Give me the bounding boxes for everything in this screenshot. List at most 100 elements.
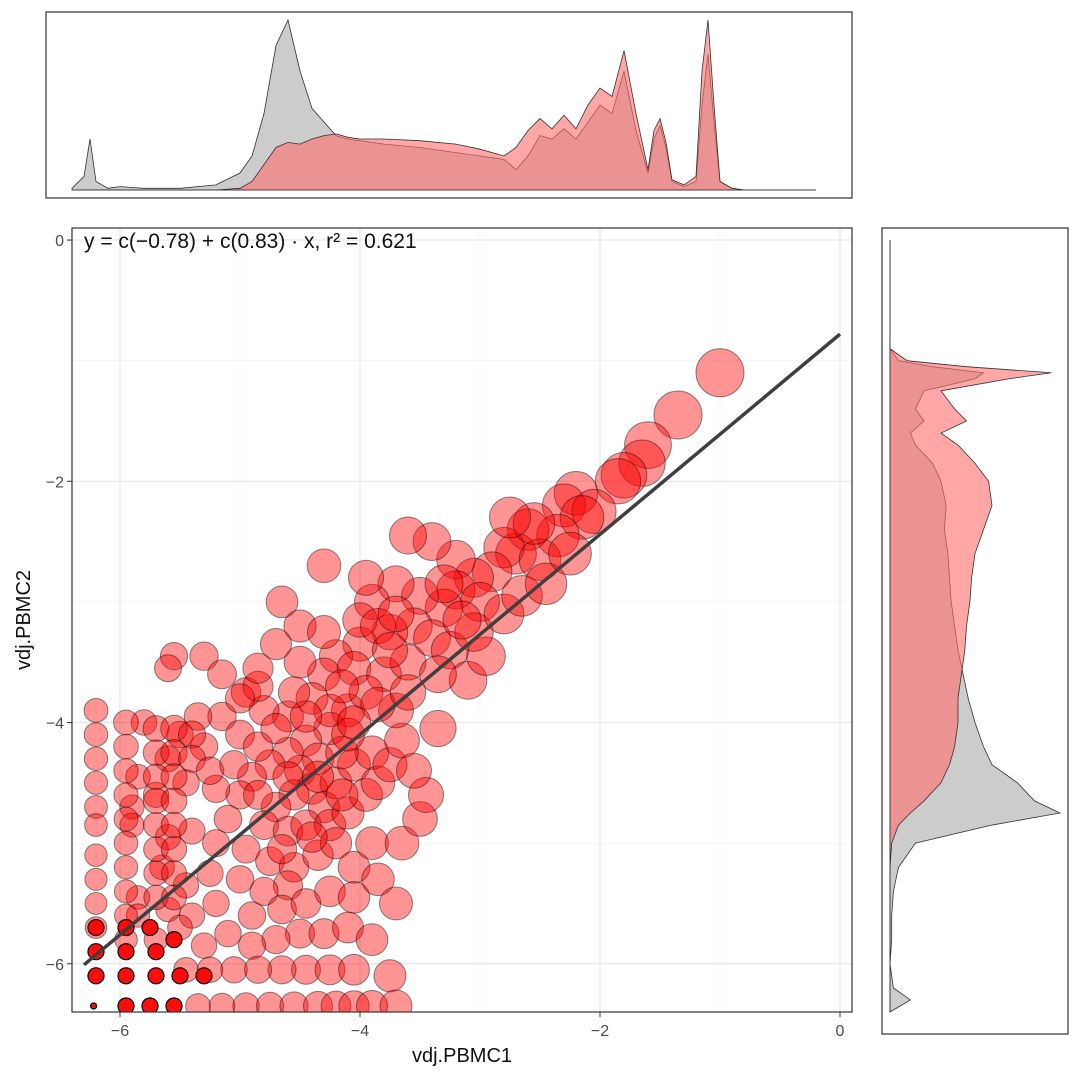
scatter-point bbox=[159, 642, 189, 671]
scatter-point bbox=[219, 750, 249, 780]
scatter-point bbox=[353, 583, 391, 620]
scatter-point bbox=[337, 747, 371, 782]
scatter-point bbox=[448, 660, 488, 700]
scatter-point-small bbox=[147, 943, 165, 961]
scatter-point bbox=[402, 801, 438, 837]
scatter-point bbox=[154, 823, 182, 851]
scatter-point bbox=[283, 609, 317, 643]
scatter-point bbox=[653, 390, 703, 440]
scatter-point bbox=[338, 953, 370, 986]
scatter-point bbox=[190, 932, 218, 959]
scatter-point bbox=[243, 955, 273, 984]
plot-background bbox=[72, 228, 852, 1012]
scatter-point bbox=[396, 752, 432, 789]
scatter-point bbox=[430, 630, 470, 670]
scatter-point bbox=[178, 817, 206, 845]
scatter-points bbox=[83, 348, 745, 1012]
scatter-point bbox=[113, 806, 139, 832]
scatter-point bbox=[459, 581, 501, 622]
scatter-point bbox=[143, 860, 169, 887]
scatter-point bbox=[541, 483, 587, 528]
scatter-point bbox=[154, 745, 182, 773]
scatter-point bbox=[84, 891, 108, 915]
scatter-point bbox=[548, 531, 592, 576]
scatter-point bbox=[338, 990, 370, 1012]
y-tick-label: −4 bbox=[46, 716, 64, 733]
scatter-point-small bbox=[87, 967, 105, 985]
scatter-point bbox=[119, 812, 145, 838]
scatter-point bbox=[208, 992, 236, 1012]
scatter-point bbox=[160, 835, 188, 863]
scatter-point bbox=[424, 564, 464, 604]
scatter-point bbox=[695, 348, 745, 398]
scatter-point bbox=[272, 736, 304, 769]
scatter-point bbox=[291, 954, 321, 985]
scatter-point bbox=[308, 918, 340, 950]
scatter-point bbox=[359, 608, 397, 645]
scatter-point bbox=[506, 508, 550, 551]
scatter-point bbox=[178, 902, 206, 929]
scatter-point bbox=[419, 655, 457, 694]
scatter-point bbox=[142, 739, 170, 767]
scatter-point bbox=[237, 901, 267, 930]
scatter-point bbox=[342, 602, 378, 638]
scatter-point bbox=[225, 865, 255, 894]
scatter-point bbox=[466, 636, 506, 677]
scatter-point bbox=[331, 717, 365, 752]
scatter-point bbox=[267, 894, 297, 925]
scatter-point bbox=[142, 715, 170, 743]
right-density-pink-area bbox=[889, 240, 1052, 1012]
scatter-point bbox=[489, 496, 531, 539]
scatter-point bbox=[213, 804, 243, 834]
scatter-point bbox=[259, 628, 293, 661]
scatter-point-small bbox=[87, 943, 105, 961]
scatter-point bbox=[388, 516, 428, 555]
scatter-point bbox=[272, 870, 304, 901]
scatter-point bbox=[113, 733, 139, 760]
scatter-point bbox=[283, 645, 317, 679]
scatter-point bbox=[454, 612, 494, 652]
scatter-point bbox=[307, 790, 341, 824]
scatter-point bbox=[314, 875, 346, 908]
scatter-point bbox=[318, 639, 354, 674]
scatter-point bbox=[267, 955, 297, 985]
scatter-point bbox=[230, 677, 262, 708]
scatter-point bbox=[524, 562, 568, 606]
scatter-point-small bbox=[117, 943, 135, 961]
scatter-point bbox=[231, 834, 261, 864]
scatter-point bbox=[266, 834, 298, 865]
scatter-point bbox=[142, 763, 170, 791]
x-axis-ticks: −6 −4 −2 0 bbox=[111, 1012, 845, 1040]
scatter-point bbox=[436, 570, 476, 610]
scatter-point bbox=[113, 782, 139, 808]
scatter-point bbox=[412, 522, 452, 562]
scatter-point bbox=[160, 739, 188, 767]
scatter-point bbox=[371, 613, 409, 651]
x-tick-label: −2 bbox=[591, 1023, 609, 1040]
scatter-point bbox=[242, 731, 274, 762]
right-density-panel bbox=[881, 227, 1069, 1035]
scatter-point bbox=[361, 862, 395, 897]
scatter-point bbox=[160, 714, 188, 743]
x-axis-title: vdj.PBMC1 bbox=[412, 1045, 512, 1067]
scatter-point bbox=[366, 656, 402, 693]
scatter-point bbox=[243, 779, 273, 810]
scatter-point bbox=[232, 992, 260, 1012]
scatter-point bbox=[347, 559, 385, 596]
y-tick-label: −2 bbox=[46, 474, 64, 491]
scatter-point-small bbox=[89, 1002, 98, 1010]
scatter-point bbox=[83, 722, 109, 747]
scatter-point bbox=[453, 557, 495, 598]
scatter-point bbox=[178, 744, 206, 773]
scatter-point bbox=[207, 701, 237, 732]
scatter-point-small bbox=[117, 967, 135, 985]
scatter-point bbox=[355, 989, 389, 1012]
scatter-point bbox=[419, 709, 457, 748]
scatter-point bbox=[84, 843, 108, 867]
scatter-point bbox=[277, 676, 311, 709]
scatter-point bbox=[319, 766, 353, 800]
scatter-point bbox=[389, 643, 427, 681]
scatter-point bbox=[143, 812, 169, 839]
scatter-point bbox=[571, 488, 617, 535]
scatter-point bbox=[237, 931, 267, 960]
